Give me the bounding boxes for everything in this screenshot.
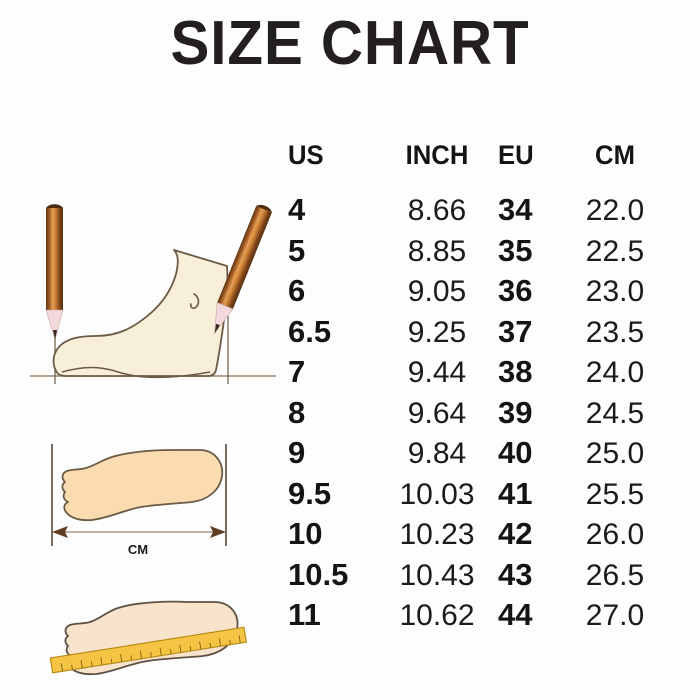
cell-inch: 9.05 bbox=[407, 275, 467, 308]
cm-label: CM bbox=[128, 542, 148, 557]
foot-side-view-illustration bbox=[22, 196, 284, 388]
cell-cm: 26.5 bbox=[585, 558, 645, 592]
column-header-us: US bbox=[288, 140, 324, 170]
pencil-heel bbox=[45, 204, 64, 340]
footprint-measurement-illustration: CM bbox=[24, 428, 282, 560]
cell-eu: 41 bbox=[498, 475, 533, 511]
sole-arch-curve bbox=[61, 366, 211, 379]
cell-inch: 9.25 bbox=[407, 315, 467, 349]
table-row: 6.5 9.25 37 23.5 bbox=[288, 314, 660, 355]
cell-cm: 22.0 bbox=[585, 194, 645, 227]
page-title: SIZE CHART bbox=[170, 9, 530, 78]
table-row: 10.5 10.43 43 26.5 bbox=[288, 557, 660, 598]
cell-cm: 24.5 bbox=[585, 396, 645, 430]
cell-us: 9 bbox=[288, 435, 306, 470]
cell-eu: 40 bbox=[498, 435, 533, 470]
cell-eu: 38 bbox=[498, 354, 533, 389]
cell-cm: 25.5 bbox=[585, 477, 645, 511]
cell-cm: 22.5 bbox=[585, 234, 645, 268]
column-header-eu: EU bbox=[498, 140, 534, 170]
footprint-silhouette bbox=[61, 449, 224, 522]
table-row: 5 8.85 35 22.5 bbox=[288, 233, 660, 274]
cell-inch: 10.23 bbox=[399, 518, 475, 551]
cell-us: 8 bbox=[288, 394, 306, 430]
cell-inch: 9.84 bbox=[407, 437, 467, 470]
cell-inch: 9.64 bbox=[407, 396, 467, 430]
foot-silhouette bbox=[52, 249, 229, 377]
ankle-detail-mark bbox=[190, 293, 200, 309]
cell-eu: 34 bbox=[498, 192, 533, 227]
cell-inch: 10.03 bbox=[399, 477, 475, 511]
cell-cm: 24.0 bbox=[585, 356, 645, 389]
cell-eu: 35 bbox=[498, 232, 533, 268]
cell-eu: 39 bbox=[498, 394, 533, 430]
cell-inch: 9.44 bbox=[407, 356, 467, 389]
cell-us: 4 bbox=[288, 192, 306, 227]
cell-eu: 42 bbox=[498, 516, 533, 551]
cell-cm: 23.5 bbox=[585, 315, 645, 349]
cell-eu: 43 bbox=[498, 556, 533, 592]
table-row: 8 9.64 39 24.5 bbox=[288, 395, 660, 436]
table-row: 9 9.84 40 25.0 bbox=[288, 435, 660, 476]
table-row: 6 9.05 36 23.0 bbox=[288, 273, 660, 314]
measure-arrow-right-head bbox=[210, 526, 226, 538]
cell-us: 10.5 bbox=[288, 556, 349, 592]
cell-us: 6 bbox=[288, 273, 306, 308]
cell-inch: 10.62 bbox=[399, 599, 475, 632]
cell-us: 6.5 bbox=[288, 313, 332, 349]
cell-us: 7 bbox=[288, 354, 306, 389]
cell-cm: 23.0 bbox=[585, 275, 645, 308]
table-row: 11 10.62 44 27.0 bbox=[288, 597, 660, 638]
cell-us: 5 bbox=[288, 232, 306, 268]
table-header-row: US INCH EU CM bbox=[288, 140, 660, 192]
cell-us: 10 bbox=[288, 516, 323, 551]
size-table: US INCH EU CM 4 8.66 34 22.0 5 8.85 35 2… bbox=[288, 140, 660, 638]
cell-us: 9.5 bbox=[288, 475, 332, 511]
cell-eu: 44 bbox=[498, 597, 533, 632]
column-header-cm: CM bbox=[595, 140, 635, 170]
measuring-tape bbox=[49, 626, 247, 674]
pencil-toe bbox=[214, 204, 272, 334]
cell-cm: 26.0 bbox=[585, 518, 645, 551]
cell-inch: 8.66 bbox=[407, 194, 467, 227]
cell-us: 11 bbox=[288, 597, 321, 632]
measure-arrow-left-head bbox=[52, 526, 68, 538]
cell-inch: 8.85 bbox=[407, 234, 467, 268]
footprint-tape-illustration bbox=[28, 586, 278, 690]
cell-cm: 27.0 bbox=[585, 599, 645, 632]
cell-eu: 37 bbox=[498, 313, 533, 349]
table-row: 9.5 10.03 41 25.5 bbox=[288, 476, 660, 517]
table-row: 4 8.66 34 22.0 bbox=[288, 192, 660, 233]
cell-cm: 25.0 bbox=[585, 437, 645, 470]
column-header-inch: INCH bbox=[405, 140, 469, 170]
table-row: 10 10.23 42 26.0 bbox=[288, 516, 660, 557]
cell-inch: 10.43 bbox=[399, 558, 475, 592]
cell-eu: 36 bbox=[498, 273, 533, 308]
table-row: 7 9.44 38 24.0 bbox=[288, 354, 660, 395]
